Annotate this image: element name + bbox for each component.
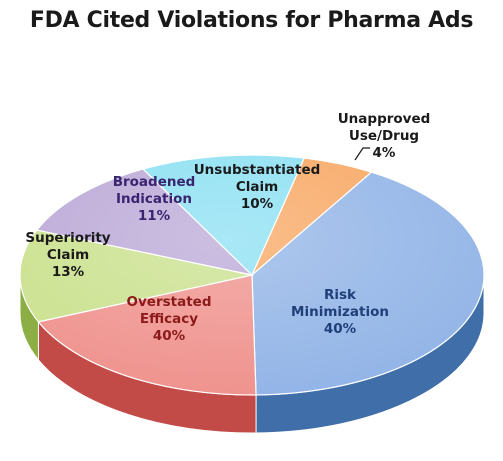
slice-label: Overstated Efficacy 40% (127, 294, 212, 344)
slice-label: Unapproved Use/Drug 4% (338, 111, 431, 161)
chart-title: FDA Cited Violations for Pharma Ads (29, 8, 474, 33)
slice-label: Superiority Claim 13% (25, 230, 110, 280)
slice-label: Broadened Indication 11% (113, 174, 196, 224)
slice-label: Unsubstantiated Claim 10% (194, 162, 321, 212)
pie-labels: Unapproved Use/Drug 4% Risk Minimization 40% O… (25, 111, 430, 344)
slice-label: Risk Minimization 40% (291, 287, 389, 337)
leader-line (354, 147, 370, 161)
